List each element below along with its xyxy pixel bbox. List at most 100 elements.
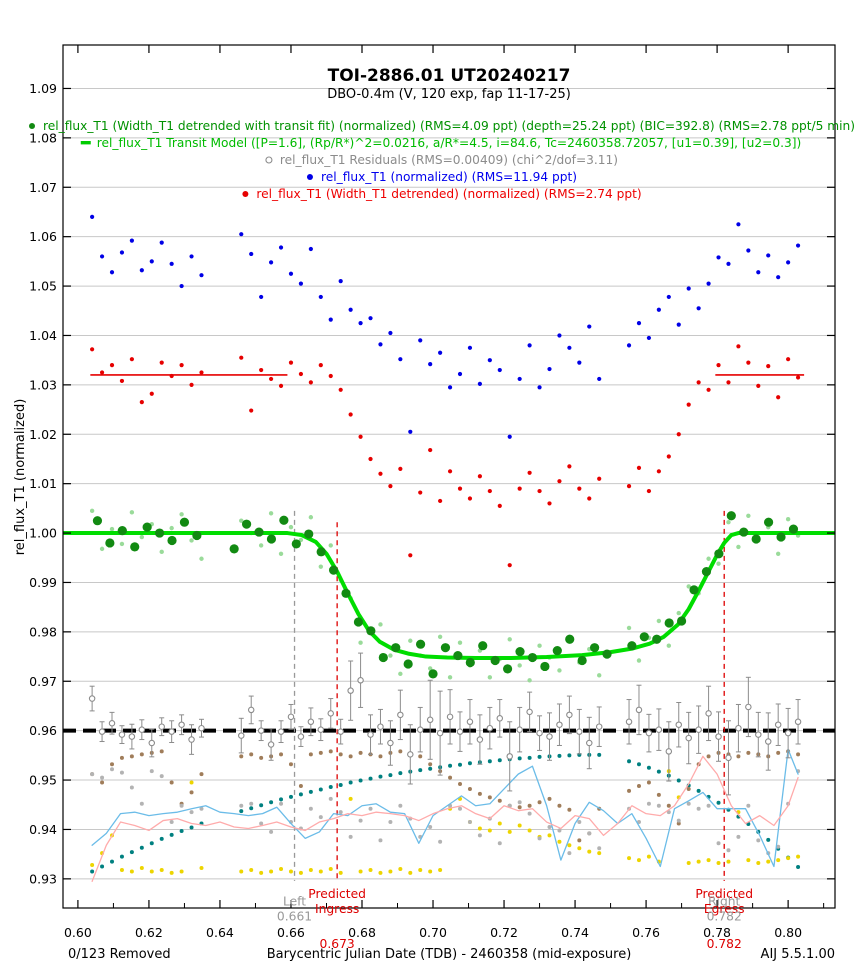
- data-point: [695, 726, 702, 733]
- data-point: [298, 783, 303, 788]
- data-point: [764, 738, 772, 745]
- data-point: [602, 649, 612, 659]
- data-point: [567, 345, 572, 350]
- data-point: [636, 321, 642, 326]
- data-point: [341, 588, 351, 598]
- data-point: [378, 622, 383, 627]
- data-point: [646, 801, 651, 806]
- data-point: [448, 775, 453, 780]
- data-point: [287, 713, 295, 721]
- data-point: [635, 706, 643, 714]
- data-point: [90, 863, 95, 868]
- legend: rel_flux_T1 (Width_T1 detrended with tra…: [29, 119, 855, 201]
- data-point: [547, 796, 552, 801]
- data-point: [626, 343, 632, 348]
- data-point: [626, 484, 632, 489]
- data-point: [652, 634, 662, 644]
- data-point: [595, 723, 603, 730]
- data-point: [565, 634, 575, 644]
- y-tick-label: 0.98: [29, 624, 57, 639]
- data-point: [247, 706, 255, 714]
- data-point: [378, 774, 383, 779]
- data-point: [676, 818, 681, 823]
- data-point: [338, 870, 343, 875]
- legend-entry-label: rel_flux_T1 Residuals (RMS=0.00409) (chi…: [280, 153, 618, 167]
- data-point: [403, 659, 413, 669]
- data-point: [159, 749, 164, 754]
- data-point: [587, 849, 592, 854]
- data-point: [447, 469, 453, 474]
- data-point: [735, 724, 742, 732]
- data-point: [139, 865, 144, 870]
- data-point: [784, 729, 792, 737]
- data-point: [259, 870, 264, 875]
- data-point: [776, 532, 786, 542]
- data-point: [467, 496, 473, 501]
- data-point: [288, 762, 293, 767]
- data-point: [786, 357, 791, 362]
- data-point: [318, 363, 323, 368]
- data-point: [119, 250, 125, 255]
- data-point: [736, 544, 741, 550]
- data-point: [706, 281, 711, 286]
- data-point: [366, 626, 376, 636]
- data-point: [129, 869, 134, 874]
- data-point: [316, 547, 326, 557]
- data-point: [368, 806, 373, 811]
- data-point: [776, 750, 781, 755]
- data-point: [656, 469, 661, 474]
- y-tick-label: 0.95: [29, 773, 57, 788]
- data-point: [686, 584, 691, 589]
- data-point: [178, 721, 185, 728]
- data-point: [646, 335, 652, 341]
- data-point: [188, 736, 195, 743]
- data-point: [179, 828, 184, 833]
- marker-line-label: Ingress: [315, 902, 359, 916]
- data-point: [99, 254, 105, 259]
- data-point: [142, 522, 152, 532]
- data-point: [776, 395, 781, 400]
- data-point: [636, 858, 641, 863]
- data-point: [279, 515, 289, 525]
- data-point: [239, 232, 244, 237]
- data-point: [457, 371, 463, 377]
- data-point: [507, 563, 512, 568]
- data-point: [487, 488, 492, 494]
- data-point: [418, 490, 423, 495]
- data-point: [527, 811, 532, 816]
- data-point: [507, 637, 512, 642]
- data-point: [169, 870, 174, 875]
- legend-line-marker: [80, 141, 91, 145]
- legend-entry-label: rel_flux_T1 (normalized) (RMS=11.94 ppt): [321, 170, 577, 184]
- data-point: [238, 732, 245, 739]
- data-point: [477, 826, 482, 831]
- data-point: [308, 806, 313, 811]
- data-point: [179, 512, 184, 517]
- data-point: [527, 803, 532, 808]
- data-point: [179, 283, 184, 289]
- data-point: [428, 447, 433, 453]
- data-point: [368, 316, 373, 321]
- axes-frame: 0.60 0.62 0.64 0.66 0.68 0.70 0.72 0.74 0.76 0.78…: [29, 44, 836, 940]
- data-point: [388, 773, 393, 778]
- data-point: [546, 733, 553, 740]
- data-point: [328, 543, 333, 548]
- data-point: [776, 844, 781, 849]
- data-point: [490, 655, 500, 666]
- data-point: [308, 867, 313, 872]
- data-point: [540, 661, 550, 672]
- data-point: [645, 729, 653, 737]
- data-point: [587, 496, 592, 501]
- series-raw-flux: [90, 214, 801, 439]
- data-point: [696, 806, 701, 811]
- data-point: [288, 869, 293, 874]
- data-point: [746, 858, 751, 863]
- data-point: [398, 771, 403, 776]
- data-point: [109, 526, 115, 532]
- data-point: [129, 785, 134, 790]
- data-point: [552, 646, 562, 656]
- plot-subtitle: DBO-0.4m (V, 120 exp, fap 11-17-25): [327, 87, 571, 102]
- data-point: [426, 716, 434, 724]
- data-point: [398, 357, 403, 362]
